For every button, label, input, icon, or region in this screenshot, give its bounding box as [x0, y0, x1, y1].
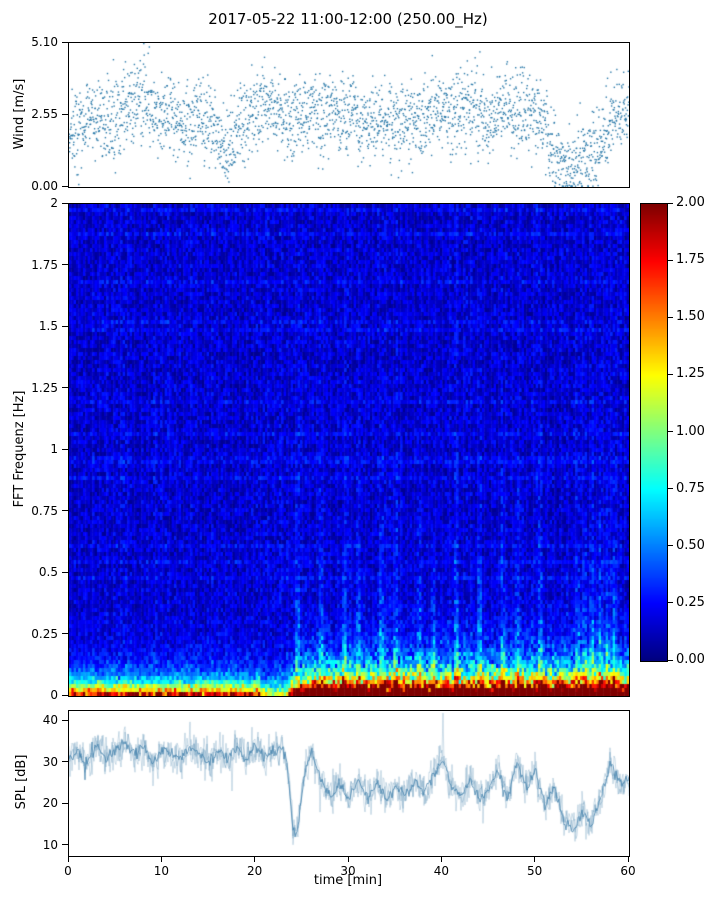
x-tick-label: 30 — [340, 864, 356, 878]
fft-y-tick-label: 1 — [50, 442, 58, 456]
colorbar-tick-label: 0.75 — [676, 480, 705, 496]
fft-y-tick-label: 0.75 — [31, 503, 58, 518]
wind-scatter-canvas — [69, 43, 629, 187]
spl-y-tick-label: 20 — [42, 796, 58, 811]
fft-y-tick-label: 1.75 — [31, 257, 58, 272]
spl-y-tick-label: 10 — [42, 837, 58, 852]
x-tick-label: 50 — [527, 864, 543, 878]
wind-y-tick-mark — [62, 113, 68, 115]
fft-y-tick-mark — [62, 325, 68, 327]
fft-y-tick-label: 2 — [50, 196, 58, 210]
colorbar-tick-mark — [668, 431, 673, 432]
fft-y-tick-mark — [62, 387, 68, 388]
colorbar-tick-mark — [668, 316, 673, 318]
x-tick-mark — [627, 857, 629, 862]
spl-y-tick-mark — [62, 844, 68, 846]
colorbar-tick-mark — [668, 659, 673, 661]
spl-y-tick-mark — [62, 802, 68, 804]
x-tick-mark — [254, 857, 256, 862]
x-tick-mark — [534, 857, 536, 862]
fft-y-tick-mark — [62, 571, 68, 573]
fft-y-tick-mark — [62, 202, 68, 204]
wind-y-tick-mark — [62, 41, 68, 43]
colorbar-tick-label: 2.00 — [676, 195, 705, 210]
colorbar-tick-label: 0.00 — [676, 652, 705, 667]
spectrogram-panel — [68, 203, 630, 697]
fft-y-tick-mark — [62, 633, 68, 634]
colorbar-tick-mark — [668, 488, 673, 490]
fft-y-tick-label: 0 — [50, 688, 58, 702]
x-tick-mark — [440, 857, 442, 862]
colorbar-tick-label: 1.25 — [676, 366, 705, 382]
spl-y-tick-label: 40 — [42, 713, 58, 728]
colorbar-tick-label: 1.75 — [676, 252, 705, 268]
wind-y-tick-mark — [62, 185, 68, 187]
fft-y-tick-label: 1.25 — [31, 380, 58, 395]
spl-y-tick-mark — [62, 719, 68, 721]
spl-panel — [68, 710, 630, 857]
x-tick-label: 10 — [153, 864, 169, 878]
spectrogram-heatmap-canvas — [69, 204, 629, 696]
colorbar-canvas — [641, 204, 667, 661]
wind-panel — [68, 42, 630, 188]
x-tick-mark — [160, 857, 162, 862]
wind-y-tick-label: 0.00 — [31, 179, 58, 193]
x-tick-label: 40 — [433, 864, 449, 878]
colorbar-tick-mark — [668, 602, 673, 604]
x-tick-mark — [347, 857, 349, 862]
x-axis-label: time [min] — [313, 873, 383, 888]
fft-y-tick-mark — [62, 448, 68, 450]
wind-y-tick-label: 5.10 — [31, 35, 58, 49]
fft-y-tick-label: 0.5 — [38, 565, 58, 579]
fft-y-tick-mark — [62, 694, 68, 696]
colorbar-tick-mark — [668, 373, 673, 375]
colorbar-tick-label: 1.00 — [676, 423, 705, 439]
colorbar — [640, 203, 668, 662]
x-tick-mark — [67, 857, 69, 862]
spl-y-tick-mark — [62, 761, 68, 763]
colorbar-tick-mark — [668, 202, 673, 204]
fft-y-tick-mark — [62, 510, 68, 511]
colorbar-tick-label: 0.25 — [676, 594, 705, 610]
spl-y-tick-label: 30 — [42, 754, 58, 769]
spl-line-canvas — [69, 711, 629, 856]
x-tick-label: 20 — [247, 864, 263, 878]
fft-y-tick-label: 0.25 — [31, 626, 58, 641]
colorbar-tick-label: 1.50 — [676, 309, 705, 325]
x-tick-label: 60 — [620, 864, 636, 878]
colorbar-tick-mark — [668, 545, 673, 547]
figure-title: 2017-05-22 11:00-12:00 (250.00_Hz) — [208, 10, 488, 28]
colorbar-tick-label: 0.50 — [676, 537, 705, 553]
x-tick-label: 0 — [64, 864, 72, 878]
fft-y-tick-mark — [62, 264, 68, 265]
fft-y-tick-label: 1.5 — [38, 319, 58, 333]
colorbar-tick-mark — [668, 259, 673, 261]
wind-y-tick-label: 2.55 — [31, 107, 58, 121]
